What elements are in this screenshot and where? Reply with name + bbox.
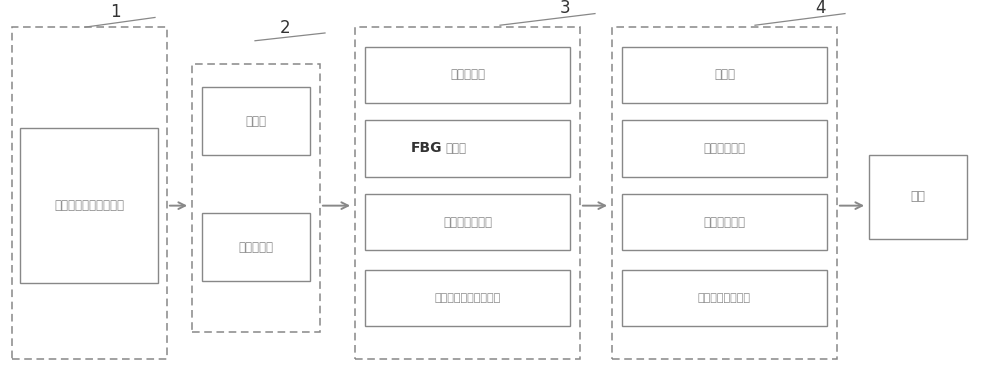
Bar: [365, 47, 570, 103]
Bar: [622, 47, 827, 103]
Bar: [622, 194, 827, 250]
Bar: [869, 155, 967, 239]
Bar: [365, 120, 570, 177]
Bar: [192, 64, 320, 332]
Text: 传感器: 传感器: [445, 142, 466, 155]
Text: 数据分析系统: 数据分析系统: [704, 142, 746, 155]
Bar: [612, 27, 837, 359]
Text: 2: 2: [280, 19, 290, 37]
Bar: [365, 270, 570, 326]
Text: 1: 1: [110, 3, 120, 21]
Bar: [622, 120, 827, 177]
Bar: [355, 27, 580, 359]
Bar: [365, 194, 570, 250]
Text: 监测报告生成系统: 监测报告生成系统: [698, 293, 751, 303]
Text: 光纤应变分析仪: 光纤应变分析仪: [443, 216, 492, 229]
Text: 分布式光纤: 分布式光纤: [450, 68, 485, 81]
Bar: [202, 213, 310, 281]
Text: 预警预报系统: 预警预报系统: [704, 216, 746, 229]
Bar: [622, 270, 827, 326]
Text: 4: 4: [815, 0, 825, 17]
Bar: [202, 87, 310, 155]
Text: 3: 3: [560, 0, 570, 17]
Text: 变形监测孔: 变形监测孔: [239, 241, 274, 254]
Text: 光纤光板应变采集系统: 光纤光板应变采集系统: [434, 293, 501, 303]
Text: 决策: 决策: [910, 191, 926, 203]
Text: 数据库: 数据库: [714, 68, 735, 81]
Bar: [12, 27, 167, 359]
Text: 测温孔: 测温孔: [246, 115, 266, 128]
Bar: [20, 128, 158, 283]
Text: 冻结法施工井筒冻结壁: 冻结法施工井筒冻结壁: [54, 199, 124, 212]
Text: FBG: FBG: [411, 141, 442, 156]
